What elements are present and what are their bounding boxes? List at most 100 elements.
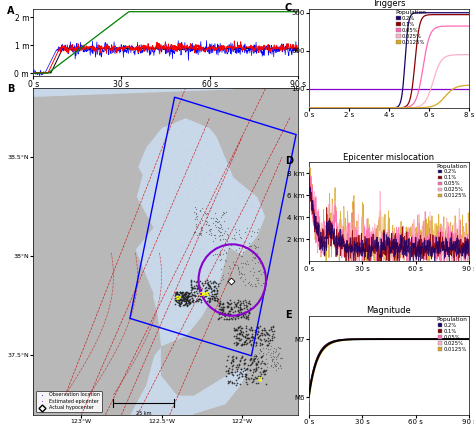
Point bbox=[143, 367, 151, 374]
Point bbox=[248, 372, 256, 379]
Point bbox=[271, 153, 279, 161]
Point bbox=[214, 215, 221, 223]
Point bbox=[202, 221, 210, 228]
Point bbox=[163, 222, 171, 229]
Point bbox=[219, 210, 227, 217]
Point bbox=[232, 231, 239, 239]
Point bbox=[197, 219, 204, 226]
Point bbox=[163, 357, 170, 364]
Point bbox=[248, 327, 255, 334]
Point bbox=[271, 361, 279, 368]
Point bbox=[199, 233, 207, 240]
Point bbox=[226, 312, 233, 319]
Point bbox=[198, 292, 205, 299]
Point bbox=[185, 111, 193, 118]
Point bbox=[234, 364, 242, 371]
Point bbox=[241, 238, 248, 245]
Point bbox=[234, 212, 242, 219]
Point bbox=[216, 174, 224, 181]
Point bbox=[225, 370, 233, 377]
Point bbox=[146, 151, 154, 158]
Point bbox=[177, 243, 184, 250]
Point bbox=[221, 227, 228, 234]
Point bbox=[250, 339, 258, 346]
Point bbox=[178, 296, 185, 303]
Point bbox=[217, 157, 224, 164]
Point bbox=[182, 161, 189, 168]
Point bbox=[178, 246, 185, 253]
Point bbox=[256, 168, 264, 175]
Point bbox=[247, 233, 255, 240]
Point bbox=[227, 290, 235, 297]
Point bbox=[192, 182, 200, 190]
Point bbox=[251, 243, 259, 250]
Point bbox=[244, 324, 252, 331]
Point bbox=[246, 367, 254, 374]
Point bbox=[177, 298, 185, 305]
Point bbox=[274, 351, 282, 358]
Point bbox=[242, 355, 249, 362]
Point bbox=[220, 179, 228, 186]
Point bbox=[266, 336, 273, 343]
Point bbox=[223, 189, 230, 196]
Point bbox=[252, 374, 260, 381]
Point bbox=[152, 114, 159, 121]
Point bbox=[270, 363, 277, 370]
Point bbox=[182, 301, 189, 308]
Point bbox=[236, 301, 244, 308]
Point bbox=[173, 289, 181, 296]
Legend: 0.2%, 0.1%, 0.05%, 0.025%, 0.0125%: 0.2%, 0.1%, 0.05%, 0.025%, 0.0125% bbox=[436, 163, 468, 199]
Point bbox=[197, 296, 204, 303]
Point bbox=[214, 219, 221, 226]
Point bbox=[216, 231, 223, 238]
Point bbox=[262, 324, 270, 331]
Point bbox=[246, 315, 253, 322]
Point bbox=[211, 210, 219, 217]
Point bbox=[197, 231, 205, 239]
Point bbox=[219, 231, 226, 238]
Point bbox=[178, 108, 185, 116]
Point bbox=[238, 264, 246, 271]
Point bbox=[153, 115, 160, 122]
Point bbox=[208, 207, 215, 215]
Point bbox=[237, 233, 244, 240]
Point bbox=[153, 365, 161, 372]
Point bbox=[274, 114, 282, 121]
Point bbox=[182, 299, 190, 306]
Point bbox=[197, 285, 204, 293]
Point bbox=[262, 332, 269, 339]
Point bbox=[214, 287, 222, 294]
Point bbox=[235, 324, 243, 331]
Point bbox=[230, 380, 237, 387]
Point bbox=[235, 336, 243, 343]
Point bbox=[247, 297, 255, 304]
Text: A: A bbox=[7, 5, 14, 16]
Point bbox=[268, 254, 276, 261]
Point bbox=[227, 281, 235, 288]
Point bbox=[239, 297, 246, 305]
Point bbox=[229, 371, 237, 378]
Point bbox=[277, 268, 285, 276]
Point bbox=[248, 358, 256, 365]
Point bbox=[143, 286, 150, 293]
Point bbox=[183, 293, 191, 301]
Point bbox=[268, 219, 276, 226]
Point bbox=[262, 368, 269, 375]
Point bbox=[260, 367, 268, 374]
Point bbox=[206, 251, 213, 258]
Point bbox=[209, 172, 217, 179]
Point bbox=[233, 341, 240, 348]
Point bbox=[189, 308, 196, 315]
Point bbox=[249, 377, 257, 384]
Point bbox=[238, 270, 246, 277]
Point bbox=[152, 299, 159, 306]
Point bbox=[182, 300, 190, 307]
Point bbox=[219, 309, 226, 316]
Point bbox=[197, 112, 204, 119]
Point bbox=[203, 277, 211, 284]
Point bbox=[206, 170, 214, 178]
Point bbox=[211, 348, 219, 355]
Point bbox=[234, 298, 242, 305]
Point bbox=[248, 359, 255, 366]
Point bbox=[234, 300, 241, 307]
